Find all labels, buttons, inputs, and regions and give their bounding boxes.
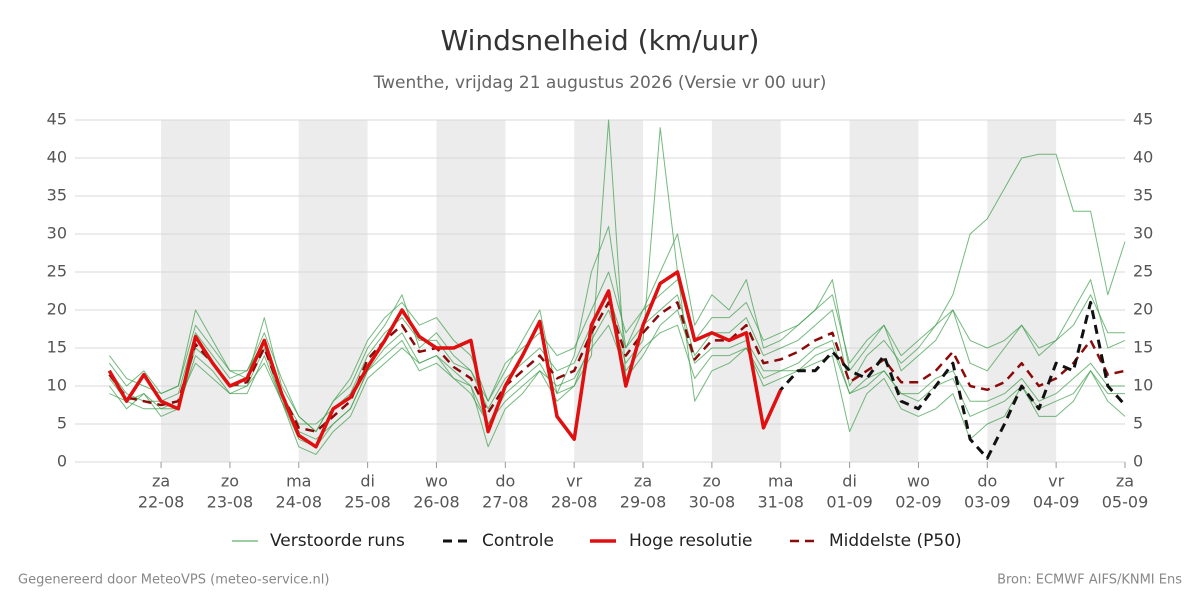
y2-tick-label: 30	[1133, 224, 1153, 243]
x-tick-date: 24-08	[276, 493, 323, 512]
legend-label: Hoge resolutie	[629, 531, 753, 551]
x-tick-label: do	[495, 472, 515, 491]
y-tick-label: 15	[47, 338, 67, 357]
legend-label: Middelste (P50)	[829, 531, 962, 551]
x-tick-date: 26-08	[413, 493, 460, 512]
day-band	[849, 120, 919, 462]
y2-tick-label: 35	[1133, 186, 1153, 205]
x-tick-label: ma	[286, 472, 311, 491]
x-tick-date: 03-09	[964, 493, 1011, 512]
x-tick-label: do	[977, 472, 997, 491]
ensemble-line	[109, 225, 1126, 433]
x-tick-date: 01-09	[826, 493, 873, 512]
y-tick-label: 25	[47, 262, 67, 281]
x-tick-label: di	[842, 472, 857, 491]
x-tick-label: zo	[221, 472, 239, 491]
chart-subtitle: Twenthe, vrijdag 21 augustus 2026 (Versi…	[373, 73, 827, 93]
ensemble-line	[109, 119, 1125, 455]
x-tick-label: vr	[1048, 472, 1064, 491]
x-tick-date: 25-08	[344, 493, 391, 512]
y-tick-label: 10	[47, 376, 67, 395]
day-band	[161, 120, 230, 462]
y2-tick-label: 20	[1133, 300, 1153, 319]
x-tick-label: di	[360, 472, 375, 491]
x-tick-date: 23-08	[207, 493, 254, 512]
x-tick-label: vr	[566, 472, 582, 491]
y-tick-label: 5	[57, 414, 67, 433]
x-tick-label: za	[1116, 472, 1134, 491]
y-tick-label: 40	[47, 148, 67, 167]
y2-tick-label: 0	[1133, 452, 1143, 471]
series-line	[107, 270, 783, 449]
x-tick-label: za	[634, 472, 652, 491]
legend-label: Controle	[482, 531, 554, 551]
x-tick-label: zo	[703, 472, 721, 491]
y2-tick-label: 25	[1133, 262, 1153, 281]
ensemble-line	[109, 271, 1125, 433]
x-tick-date: 29-08	[620, 493, 667, 512]
day-band	[987, 120, 1057, 462]
x-tick-label: za	[152, 472, 170, 491]
y2-tick-label: 5	[1133, 414, 1143, 433]
y-tick-label: 20	[47, 300, 67, 319]
y2-tick-label: 40	[1133, 148, 1153, 167]
y-tick-label: 0	[57, 452, 67, 471]
legend-label: Verstoorde runs	[270, 531, 405, 551]
y-tick-label: 45	[47, 110, 67, 129]
x-tick-date: 05-09	[1102, 493, 1149, 512]
x-tick-date: 02-09	[895, 493, 942, 512]
day-band	[711, 120, 781, 462]
x-tick-date: 30-08	[689, 493, 736, 512]
x-tick-label: ma	[768, 472, 793, 491]
x-tick-date: 31-08	[757, 493, 804, 512]
y2-tick-label: 45	[1133, 110, 1153, 129]
footer-left: Gegenereerd door MeteoVPS (meteo-service…	[18, 573, 329, 588]
x-tick-date: 27-08	[482, 493, 529, 512]
footer-right: Bron: ECMWF AIFS/KNMI Ens	[997, 573, 1182, 588]
x-tick-label: wo	[425, 472, 448, 491]
y2-tick-label: 15	[1133, 338, 1153, 357]
chart-title: Windsnelheid (km/uur)	[441, 24, 760, 57]
x-tick-date: 04-09	[1033, 493, 1080, 512]
y-tick-label: 30	[47, 224, 67, 243]
x-tick-date: 22-08	[138, 493, 185, 512]
y2-tick-label: 10	[1133, 376, 1153, 395]
y-tick-label: 35	[47, 186, 67, 205]
x-tick-date: 28-08	[551, 493, 598, 512]
x-tick-label: wo	[907, 472, 930, 491]
day-band	[298, 120, 368, 462]
